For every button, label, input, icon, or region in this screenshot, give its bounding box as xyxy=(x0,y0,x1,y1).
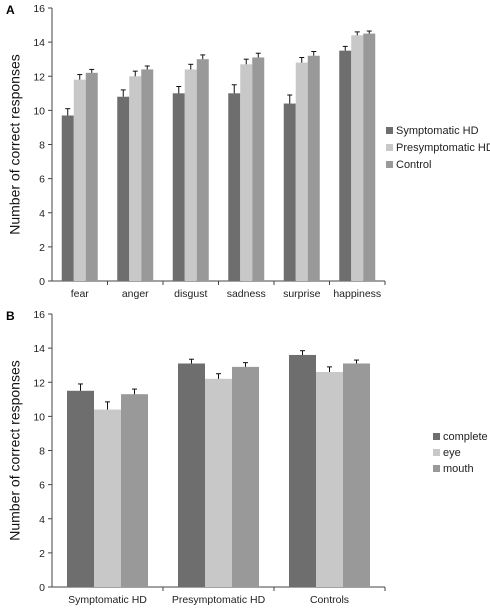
y-tick-label: 6 xyxy=(39,480,45,492)
y-tick-label: 16 xyxy=(33,309,45,321)
legend-label: Control xyxy=(396,159,431,171)
bar-symptomatic-hd-surprise xyxy=(283,103,296,281)
x-tick-label: Controls xyxy=(310,594,349,606)
bar-control-disgust xyxy=(196,59,209,281)
y-tick-label: 2 xyxy=(39,242,45,254)
bar-control-surprise xyxy=(307,55,320,282)
bar-mouth-symptomatic-hd xyxy=(121,394,148,587)
bar-presymptomatic-hd-anger xyxy=(129,76,142,281)
x-tick-label: anger xyxy=(122,288,149,300)
bar-control-anger xyxy=(141,69,154,281)
x-tick-label: surprise xyxy=(283,288,321,300)
legend-swatch xyxy=(386,144,393,151)
bar-symptomatic-hd-anger xyxy=(117,96,130,281)
y-tick-label: 10 xyxy=(33,105,45,117)
y-tick-label: 8 xyxy=(39,446,45,458)
y-tick-label: 12 xyxy=(33,377,45,389)
x-tick-label: fear xyxy=(71,288,90,300)
bar-presymptomatic-hd-fear xyxy=(73,79,86,281)
y-tick-label: 6 xyxy=(39,174,45,186)
legend-label: complete xyxy=(443,431,488,443)
legend-swatch xyxy=(433,465,440,472)
chart-panel-a: A Number of correct responses 0 2 4 6 8 10 12 14 1… xyxy=(6,3,490,300)
bar-presymptomatic-hd-disgust xyxy=(184,69,197,281)
x-tick-label: Presymptomatic HD xyxy=(172,594,266,606)
bar-complete-controls xyxy=(289,354,316,587)
bar-mouth-controls xyxy=(343,363,370,587)
bar-eye-symptomatic-hd xyxy=(94,409,121,587)
bar-symptomatic-hd-happiness xyxy=(339,50,352,281)
y-tick-label: 0 xyxy=(39,582,45,594)
bar-complete-presymptomatic-hd xyxy=(178,363,205,587)
panel-label: B xyxy=(6,309,15,323)
legend-label: eye xyxy=(443,447,461,459)
x-tick-label: disgust xyxy=(174,288,207,300)
panel-label: A xyxy=(6,3,15,17)
y-axis-label: Number of correct responses xyxy=(7,360,23,541)
y-tick-label: 16 xyxy=(33,3,45,15)
y-tick-label: 8 xyxy=(39,140,45,152)
bar-eye-controls xyxy=(316,372,343,587)
bar-control-fear xyxy=(85,72,98,282)
legend-swatch xyxy=(386,161,393,168)
legend-label: Symptomatic HD xyxy=(396,125,479,137)
y-tick-label: 4 xyxy=(39,514,45,526)
y-axis-label: Number of correct responses xyxy=(7,54,23,235)
y-tick-label: 14 xyxy=(33,343,45,355)
x-tick-label: sadness xyxy=(227,288,266,300)
bar-symptomatic-hd-fear xyxy=(61,115,74,282)
legend-swatch xyxy=(386,127,393,134)
y-tick-label: 14 xyxy=(33,37,45,49)
chart-panel-b: B Number of correct responses 0 2 4 6 8 10 12 14 1… xyxy=(6,309,488,606)
bar-presymptomatic-hd-surprise xyxy=(295,62,308,281)
bar-complete-symptomatic-hd xyxy=(67,390,94,587)
y-tick-label: 4 xyxy=(39,208,45,220)
bar-presymptomatic-hd-sadness xyxy=(240,64,253,282)
bar-control-sadness xyxy=(252,57,265,282)
legend-label: mouth xyxy=(443,463,474,475)
legend-label: Presymptomatic HD xyxy=(396,142,490,154)
x-tick-label: Symptomatic HD xyxy=(68,594,147,606)
y-tick-label: 12 xyxy=(33,71,45,83)
y-tick-label: 2 xyxy=(39,548,45,560)
legend-swatch xyxy=(433,433,440,440)
bar-eye-presymptomatic-hd xyxy=(205,378,232,587)
bar-control-happiness xyxy=(363,33,376,281)
bar-presymptomatic-hd-happiness xyxy=(351,35,364,281)
bar-mouth-presymptomatic-hd xyxy=(232,366,259,587)
y-tick-label: 10 xyxy=(33,411,45,423)
x-tick-label: happiness xyxy=(333,288,381,300)
y-tick-label: 0 xyxy=(39,276,45,288)
legend-swatch xyxy=(433,449,440,456)
bar-symptomatic-hd-sadness xyxy=(228,93,241,281)
bar-symptomatic-hd-disgust xyxy=(172,93,185,281)
